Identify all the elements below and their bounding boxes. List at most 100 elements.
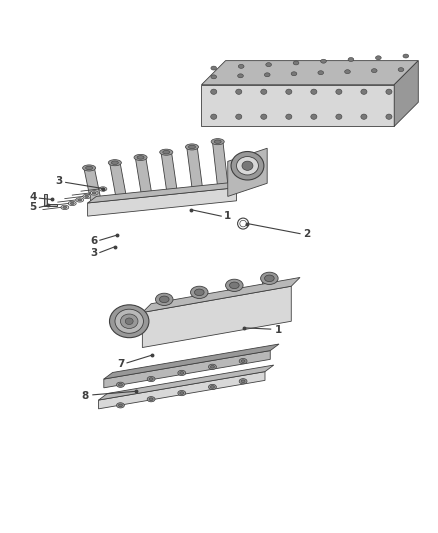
Text: 3: 3 (91, 248, 98, 259)
Ellipse shape (86, 166, 93, 169)
Ellipse shape (211, 139, 224, 145)
Ellipse shape (242, 161, 253, 171)
Ellipse shape (214, 140, 221, 143)
Ellipse shape (361, 89, 367, 94)
Text: 1: 1 (275, 325, 282, 335)
Ellipse shape (398, 68, 404, 71)
Polygon shape (99, 365, 274, 400)
Ellipse shape (147, 376, 155, 382)
Text: 7: 7 (117, 359, 124, 369)
Ellipse shape (108, 159, 121, 166)
Ellipse shape (321, 59, 326, 63)
Polygon shape (44, 194, 57, 206)
Ellipse shape (293, 61, 299, 65)
Polygon shape (262, 278, 276, 300)
Ellipse shape (266, 63, 272, 67)
Ellipse shape (265, 73, 270, 77)
Polygon shape (84, 168, 102, 203)
Ellipse shape (241, 360, 245, 362)
Ellipse shape (180, 372, 184, 374)
Polygon shape (161, 152, 177, 194)
Ellipse shape (160, 149, 173, 155)
Ellipse shape (210, 386, 215, 388)
Polygon shape (135, 157, 152, 197)
Ellipse shape (386, 89, 392, 94)
Ellipse shape (239, 359, 247, 364)
Ellipse shape (61, 205, 69, 209)
Ellipse shape (101, 188, 105, 190)
Ellipse shape (178, 370, 186, 376)
Ellipse shape (239, 378, 247, 384)
Ellipse shape (286, 114, 292, 119)
Ellipse shape (125, 318, 133, 325)
Ellipse shape (318, 71, 324, 75)
Ellipse shape (90, 191, 98, 195)
Ellipse shape (286, 89, 292, 94)
Ellipse shape (403, 54, 409, 58)
Polygon shape (394, 61, 418, 126)
Ellipse shape (208, 364, 216, 369)
Ellipse shape (110, 305, 149, 338)
Ellipse shape (68, 201, 76, 206)
Ellipse shape (70, 203, 74, 205)
Ellipse shape (115, 309, 143, 333)
Polygon shape (228, 148, 267, 197)
Ellipse shape (231, 151, 264, 180)
Ellipse shape (211, 114, 217, 119)
Ellipse shape (336, 89, 342, 94)
Ellipse shape (159, 296, 169, 303)
Text: 8: 8 (82, 391, 89, 401)
Ellipse shape (147, 397, 155, 402)
Ellipse shape (120, 314, 138, 328)
Ellipse shape (336, 114, 342, 119)
Ellipse shape (386, 114, 392, 119)
Ellipse shape (371, 69, 377, 72)
Ellipse shape (236, 89, 242, 94)
Ellipse shape (83, 165, 95, 171)
Ellipse shape (345, 70, 350, 74)
Text: 4: 4 (29, 192, 36, 203)
Ellipse shape (348, 58, 354, 61)
Ellipse shape (211, 66, 217, 70)
Ellipse shape (185, 144, 198, 150)
Ellipse shape (76, 198, 84, 202)
Text: 2: 2 (303, 229, 310, 239)
Ellipse shape (210, 366, 215, 368)
Ellipse shape (149, 378, 153, 381)
Ellipse shape (291, 72, 297, 76)
Polygon shape (192, 292, 206, 314)
Ellipse shape (230, 282, 239, 288)
Ellipse shape (92, 192, 96, 194)
Ellipse shape (311, 89, 317, 94)
Ellipse shape (237, 157, 258, 175)
Text: 1: 1 (224, 211, 231, 221)
Ellipse shape (261, 114, 267, 119)
Ellipse shape (178, 391, 186, 395)
Ellipse shape (117, 382, 124, 387)
Ellipse shape (261, 272, 278, 285)
Ellipse shape (78, 199, 81, 201)
Ellipse shape (134, 155, 147, 160)
Polygon shape (88, 188, 237, 216)
Ellipse shape (194, 289, 204, 296)
Polygon shape (104, 351, 270, 388)
Polygon shape (142, 286, 291, 348)
Ellipse shape (111, 161, 118, 165)
Ellipse shape (85, 195, 88, 198)
Ellipse shape (118, 383, 123, 386)
Polygon shape (227, 285, 241, 307)
Polygon shape (201, 85, 394, 126)
Polygon shape (88, 181, 245, 203)
Text: 5: 5 (29, 203, 36, 212)
Ellipse shape (238, 74, 244, 78)
Ellipse shape (236, 114, 242, 119)
Polygon shape (104, 344, 279, 379)
Ellipse shape (83, 194, 91, 199)
Ellipse shape (99, 187, 107, 191)
Ellipse shape (375, 56, 381, 60)
Ellipse shape (155, 293, 173, 305)
Ellipse shape (311, 114, 317, 119)
Ellipse shape (211, 75, 217, 79)
Polygon shape (142, 278, 300, 312)
Ellipse shape (261, 89, 267, 94)
